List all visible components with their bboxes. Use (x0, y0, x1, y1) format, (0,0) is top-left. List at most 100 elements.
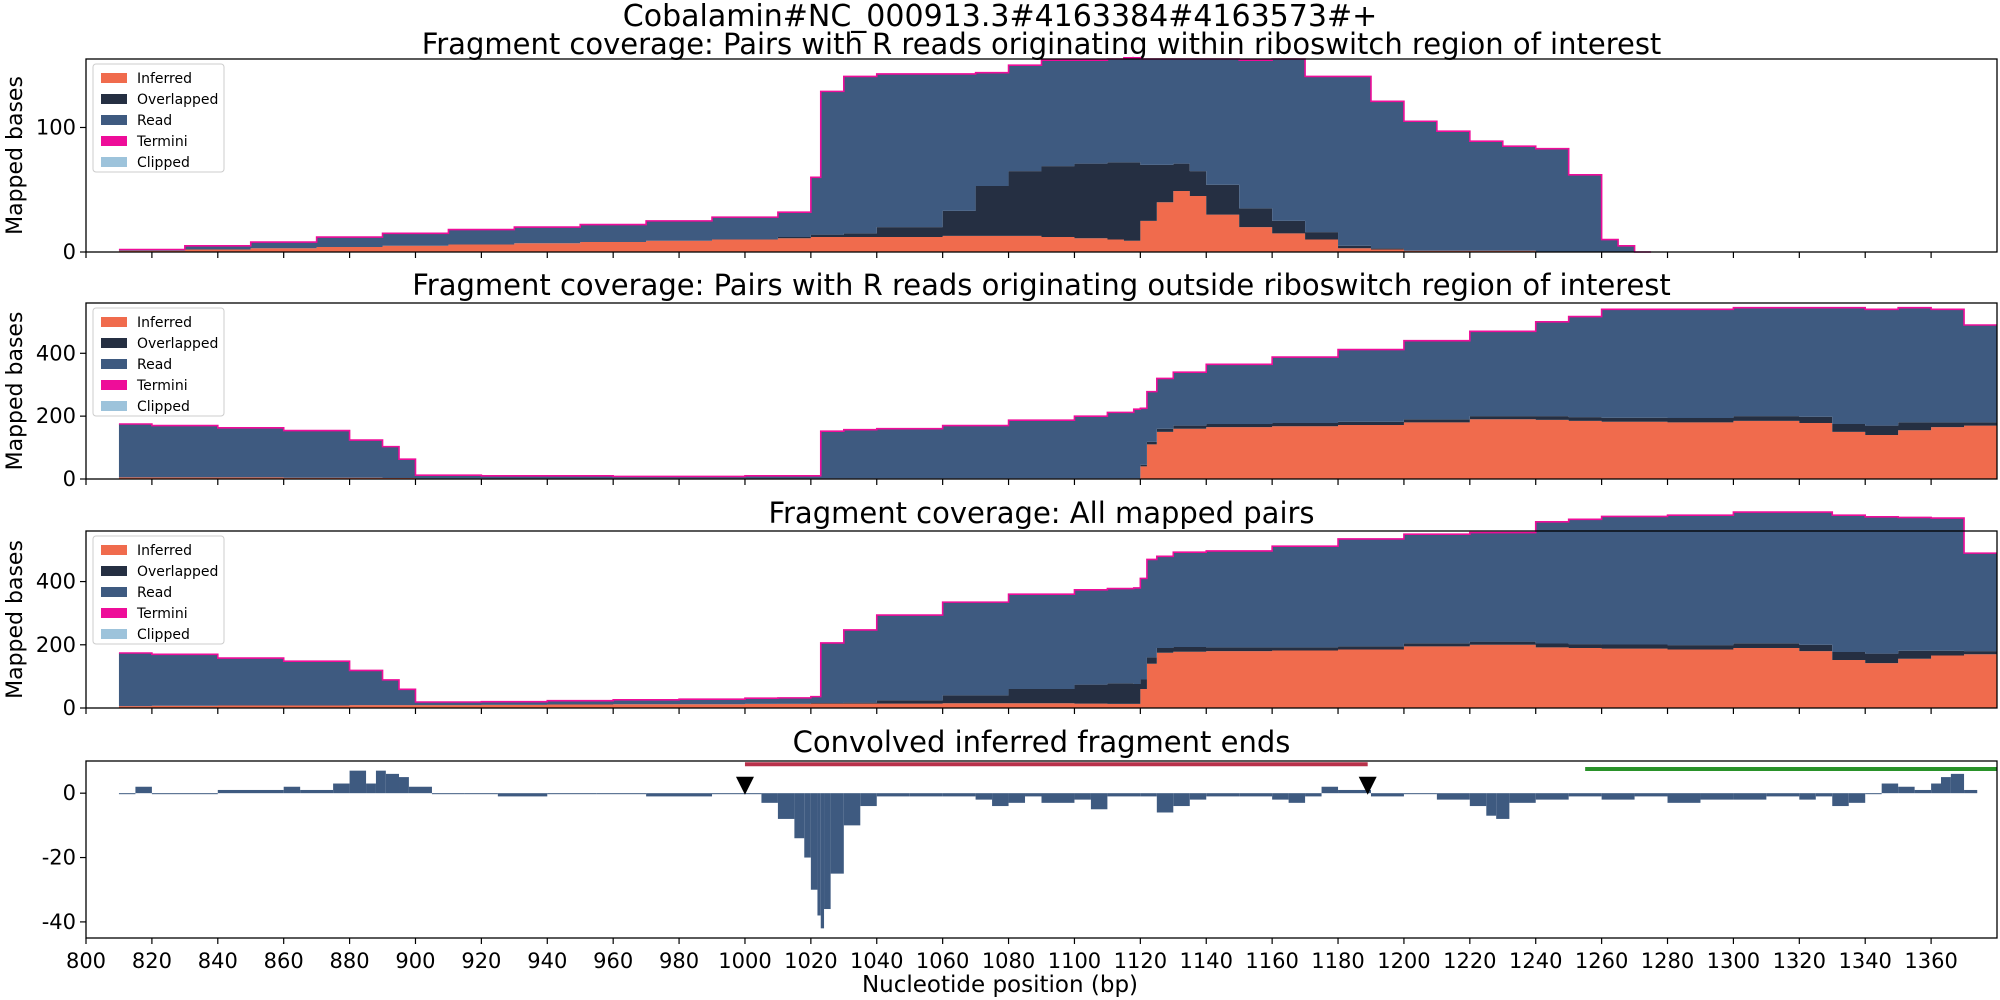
bar (1832, 793, 1849, 807)
x-tick-label: 1260 (1575, 949, 1628, 973)
series-inferred-area (118, 644, 1998, 708)
legend-swatch-overlapped (101, 566, 127, 576)
y-axis-label: Mapped bases (3, 312, 28, 471)
panel-2: Fragment coverage: Pairs with R reads or… (3, 268, 1998, 491)
x-tick-label: 1100 (1048, 949, 1101, 973)
x-tick-label: 900 (395, 949, 435, 973)
y-tick-label: 100 (36, 115, 76, 139)
y-tick-label: 400 (36, 341, 76, 365)
legend-label-read: Read (137, 585, 172, 601)
bar (1634, 793, 1668, 797)
bar (1766, 793, 1800, 797)
legend-swatch-clipped (101, 629, 127, 639)
x-tick-label: 980 (659, 949, 699, 973)
bar (817, 793, 821, 916)
legend-label-termini: Termini (136, 134, 188, 150)
bar (1354, 789, 1371, 794)
x-tick-label: 1020 (784, 949, 837, 973)
bar (1403, 793, 1437, 795)
panel-title: Fragment coverage: Pairs with R reads or… (422, 27, 1662, 61)
region-end-marker (735, 776, 754, 795)
x-tick-label: 800 (66, 949, 106, 973)
bar (1865, 793, 1882, 795)
bar (712, 793, 762, 795)
y-tick-label: 200 (36, 633, 76, 657)
series-inferred-area (118, 190, 1652, 252)
x-tick-label: 1300 (1707, 949, 1760, 973)
bar (1496, 793, 1510, 819)
bar (1206, 793, 1240, 797)
x-axis-label: Nucleotide position (bp) (862, 972, 1138, 998)
bar (1964, 789, 1978, 794)
series-read-area (118, 307, 1998, 479)
x-tick-label: 1160 (1245, 949, 1298, 973)
x-tick-label: 1220 (1443, 949, 1496, 973)
panel-4: Convolved inferred fragment ends -40 -20 0 8… (42, 725, 1998, 973)
series-overlapped-area (118, 641, 1998, 707)
bar (1898, 786, 1915, 794)
bar (431, 793, 465, 795)
legend-label-overlapped: Overlapped (137, 92, 218, 108)
bar (761, 793, 778, 803)
bar (1469, 793, 1487, 807)
x-tick-label: 960 (593, 949, 633, 973)
bar (1950, 773, 1965, 794)
bar (408, 786, 432, 794)
legend-swatch-clipped (101, 157, 127, 167)
bar (1436, 793, 1470, 800)
legend: Inferred Overlapped Read Termini Clipped (92, 307, 225, 417)
bar (118, 793, 136, 795)
panel-title: Fragment coverage: All mapped pairs (768, 496, 1314, 530)
series-read-area (118, 57, 1652, 252)
bar (1914, 789, 1932, 794)
bar (399, 777, 409, 794)
legend-label-termini: Termini (136, 606, 188, 622)
legend-label-inferred: Inferred (137, 71, 192, 87)
legend-swatch-overlapped (101, 94, 127, 104)
bar (992, 793, 1009, 807)
x-tick-label: 1140 (1180, 949, 1233, 973)
legend-swatch-overlapped (101, 338, 127, 348)
bar (1568, 793, 1602, 797)
y-tick-label: 0 (63, 240, 76, 264)
bar (876, 793, 910, 797)
x-tick-label: 1240 (1509, 949, 1562, 973)
bar (1305, 793, 1322, 797)
legend-swatch-inferred (101, 73, 127, 83)
bar (975, 793, 993, 800)
bar (810, 793, 818, 890)
legend-label-overlapped: Overlapped (137, 564, 218, 580)
legend-swatch-termini (101, 380, 127, 390)
termini-outline (118, 511, 1997, 703)
bar (1931, 783, 1941, 794)
x-tick-label: 840 (198, 949, 238, 973)
series-overlapped-area (118, 416, 1998, 479)
bar (151, 793, 218, 795)
bar (1189, 793, 1207, 800)
bar (349, 770, 367, 794)
bar (1156, 793, 1174, 813)
bar (1140, 793, 1157, 797)
legend-swatch-read (101, 587, 127, 597)
bar (375, 770, 386, 794)
bar (283, 786, 301, 794)
bar (135, 786, 152, 794)
figure-title: Cobalamin#NC_000913.3#4163384#4163573#+ (623, 0, 1377, 34)
legend-swatch-termini (101, 608, 127, 618)
x-tick-label: 1340 (1838, 949, 1891, 973)
y-axis-label: Mapped bases (3, 76, 28, 235)
series-read-area (118, 512, 1998, 707)
legend-label-clipped: Clipped (137, 627, 190, 643)
bar (1025, 793, 1042, 797)
legend-swatch-inferred (101, 317, 127, 327)
x-tick-label: 1080 (982, 949, 1035, 973)
legend-label-clipped: Clipped (137, 399, 190, 415)
legend-swatch-read (101, 115, 127, 125)
x-tick-label: 820 (132, 949, 172, 973)
axes-frame (85, 760, 1998, 939)
bar (217, 789, 284, 794)
bar (547, 793, 597, 795)
axes-frame (85, 58, 1998, 253)
y-tick-label: 0 (63, 781, 76, 805)
